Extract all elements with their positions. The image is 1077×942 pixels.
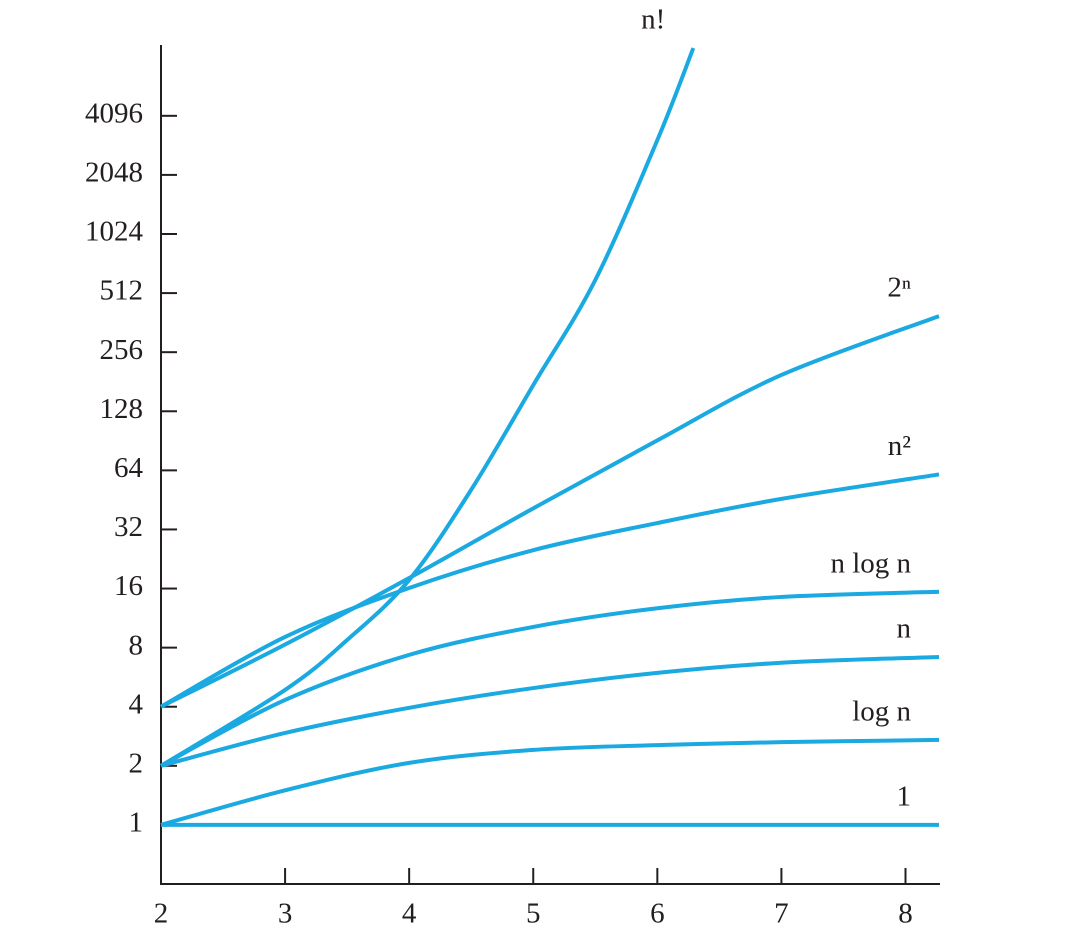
y-tick-label: 64	[114, 452, 144, 484]
series-label: 1	[897, 781, 912, 813]
x-tick-label: 5	[526, 898, 541, 930]
y-tick-label: 4	[129, 688, 144, 720]
line	[160, 589, 940, 768]
series-label: n	[897, 613, 912, 645]
y-tick-label: 2048	[85, 157, 143, 189]
line	[160, 654, 940, 768]
y-tick-label: 1024	[85, 216, 144, 248]
y-tick-label: 32	[114, 511, 143, 543]
y-tick-label: 2	[129, 747, 144, 779]
series-label: n²	[888, 430, 912, 462]
y-tick-label: 1	[129, 807, 144, 839]
x-tick-label: 6	[650, 898, 665, 930]
series-label: n log n	[830, 547, 911, 579]
line	[160, 737, 940, 827]
y-tick-label: 16	[114, 570, 143, 602]
series-label: 2ⁿ	[887, 272, 911, 304]
y-tick-label: 256	[100, 334, 144, 366]
y-tick-label: 512	[100, 275, 144, 307]
y-tick-label: 4096	[85, 97, 143, 129]
line	[159, 47, 696, 768]
y-tick-label: 8	[129, 629, 144, 661]
x-tick-label: 4	[402, 898, 417, 930]
line	[160, 472, 940, 709]
x-tick-label: 7	[774, 898, 789, 930]
series-label: log n	[852, 696, 911, 728]
x-tick-label: 3	[278, 898, 293, 930]
x-tick-label: 2	[154, 898, 169, 930]
x-tick-label: 8	[898, 898, 913, 930]
line	[160, 314, 940, 709]
y-tick-label: 128	[100, 393, 144, 425]
series-label: n!	[641, 4, 665, 36]
